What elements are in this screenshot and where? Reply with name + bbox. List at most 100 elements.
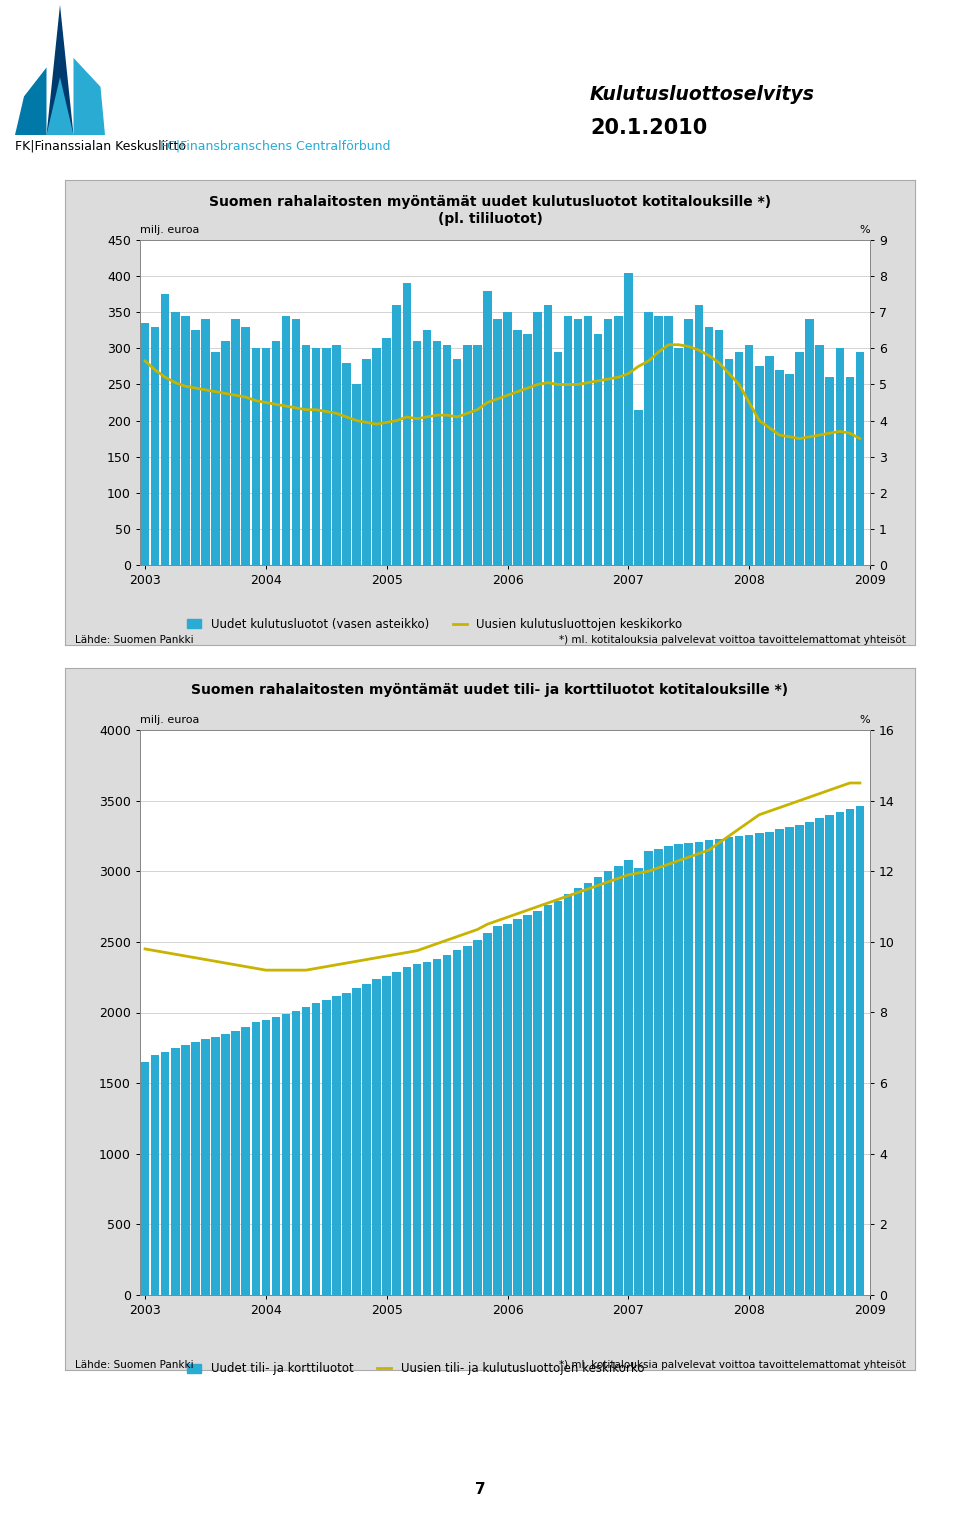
Text: FC|Finansbranschens Centralförbund: FC|Finansbranschens Centralförbund: [159, 141, 391, 153]
Bar: [301, 344, 310, 566]
Bar: [382, 338, 391, 566]
Bar: [503, 312, 512, 566]
Bar: [161, 294, 170, 566]
Bar: [493, 320, 502, 566]
Bar: [675, 349, 683, 566]
Bar: [574, 320, 583, 566]
Bar: [402, 283, 411, 566]
Bar: [514, 330, 522, 566]
Bar: [443, 344, 451, 566]
Text: Suomen rahalaitosten myöntämät uudet kulutusluotot kotitalouksille *): Suomen rahalaitosten myöntämät uudet kul…: [209, 196, 771, 209]
Bar: [231, 1031, 240, 1295]
Bar: [584, 882, 592, 1295]
Bar: [292, 1011, 300, 1295]
Text: FK|Finanssialan Keskusliitto: FK|Finanssialan Keskusliitto: [15, 141, 190, 153]
Bar: [222, 1034, 229, 1295]
Bar: [473, 940, 482, 1295]
Bar: [422, 962, 431, 1295]
Bar: [352, 384, 361, 566]
Bar: [402, 968, 411, 1295]
Bar: [141, 323, 150, 566]
Bar: [362, 985, 371, 1295]
Text: %: %: [859, 225, 870, 235]
Bar: [393, 304, 401, 566]
Bar: [655, 317, 662, 566]
Bar: [584, 317, 592, 566]
Bar: [463, 946, 471, 1295]
Bar: [393, 971, 401, 1295]
Bar: [171, 1047, 180, 1295]
Bar: [191, 1043, 200, 1295]
Bar: [564, 317, 572, 566]
Bar: [614, 317, 622, 566]
Bar: [594, 333, 603, 566]
Polygon shape: [74, 58, 105, 135]
Bar: [422, 330, 431, 566]
Bar: [543, 304, 552, 566]
Bar: [483, 291, 492, 566]
Bar: [292, 320, 300, 566]
Bar: [675, 844, 683, 1295]
Bar: [523, 333, 532, 566]
Bar: [312, 1003, 321, 1295]
Bar: [181, 1044, 189, 1295]
Text: Suomen rahalaitosten myöntämät uudet tili- ja korttiluotot kotitalouksille *): Suomen rahalaitosten myöntämät uudet til…: [191, 683, 788, 697]
Bar: [644, 312, 653, 566]
Bar: [272, 1017, 280, 1295]
Bar: [644, 852, 653, 1295]
Bar: [322, 349, 330, 566]
Text: *) ml. kotitalouksia palvelevat voittoa tavoittelemattomat yhteisöt: *) ml. kotitalouksia palvelevat voittoa …: [559, 1359, 905, 1370]
Bar: [342, 362, 350, 566]
Bar: [342, 992, 350, 1295]
Bar: [242, 327, 250, 566]
Bar: [705, 839, 713, 1295]
Bar: [191, 330, 200, 566]
Bar: [815, 818, 824, 1295]
Bar: [301, 1008, 310, 1295]
Bar: [614, 865, 622, 1295]
Bar: [855, 806, 864, 1295]
Text: Lähde: Suomen Pankki: Lähde: Suomen Pankki: [75, 635, 193, 645]
Bar: [734, 836, 743, 1295]
Bar: [785, 373, 794, 566]
Bar: [635, 868, 642, 1295]
Text: Lähde: Suomen Pankki: Lähde: Suomen Pankki: [75, 1359, 193, 1370]
Bar: [503, 924, 512, 1295]
Bar: [855, 352, 864, 566]
Bar: [805, 320, 814, 566]
Bar: [382, 976, 391, 1295]
Bar: [775, 829, 783, 1295]
Bar: [372, 979, 381, 1295]
Bar: [372, 349, 381, 566]
Bar: [362, 359, 371, 566]
Bar: [171, 312, 180, 566]
Bar: [745, 344, 754, 566]
Bar: [252, 349, 260, 566]
Bar: [413, 965, 421, 1295]
Bar: [534, 312, 542, 566]
Bar: [554, 901, 563, 1295]
Bar: [826, 378, 834, 566]
Bar: [835, 349, 844, 566]
Polygon shape: [46, 76, 74, 135]
Bar: [705, 327, 713, 566]
Bar: [202, 320, 209, 566]
Text: 20.1.2010: 20.1.2010: [590, 118, 708, 138]
Bar: [514, 919, 522, 1295]
Bar: [655, 849, 662, 1295]
Bar: [745, 835, 754, 1295]
Legend: Uudet tili- ja korttiluotot, Uusien tili- ja kulutusluottojen keskikorko: Uudet tili- ja korttiluotot, Uusien tili…: [182, 1358, 649, 1379]
Bar: [413, 341, 421, 566]
Bar: [835, 812, 844, 1295]
Bar: [846, 809, 854, 1295]
Bar: [473, 344, 482, 566]
Text: milj. euroa: milj. euroa: [140, 716, 200, 725]
Bar: [846, 378, 854, 566]
Bar: [151, 327, 159, 566]
Bar: [765, 832, 774, 1295]
Bar: [765, 356, 774, 566]
Bar: [554, 352, 563, 566]
Bar: [161, 1052, 170, 1295]
Bar: [523, 914, 532, 1295]
Bar: [664, 846, 673, 1295]
